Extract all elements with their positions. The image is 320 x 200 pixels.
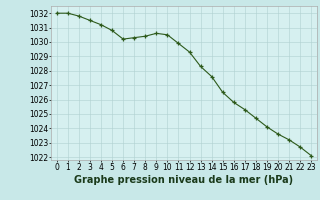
X-axis label: Graphe pression niveau de la mer (hPa): Graphe pression niveau de la mer (hPa) [75, 175, 293, 185]
